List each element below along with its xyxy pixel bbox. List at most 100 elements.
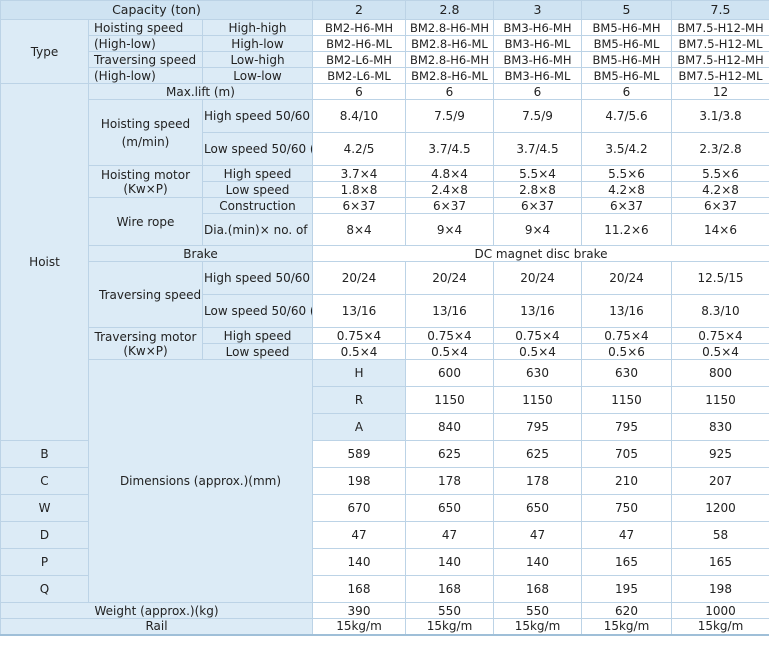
type-option-label: Low-high bbox=[202, 51, 313, 68]
dimension-row: Q 168 168 168 195 198 bbox=[0, 575, 769, 603]
rail-value: 15kg/m bbox=[581, 618, 672, 636]
hoisting-motor-high-row: Hoisting motor (Kw×P) High speed 3.7×4 4… bbox=[1, 165, 769, 198]
traversing-motor-low-row: Low speed 0.5×4 0.5×4 0.5×4 0.5×6 0.5×4 bbox=[1, 343, 769, 360]
dimension-value: 47 bbox=[581, 521, 672, 549]
hoisting-motor-unit: (Kw×P) bbox=[123, 181, 168, 196]
dimensions-label: Dimensions (approx.)(mm) bbox=[88, 359, 313, 603]
traversing-motor-label: Traversing motor (Kw×P) bbox=[88, 327, 203, 360]
type-row: (High-low) Low-low BM2-L6-ML BM2.8-H6-ML… bbox=[1, 67, 769, 84]
dimension-key: W bbox=[0, 494, 89, 522]
hoisting-speed-type-sub: (High-low) bbox=[88, 35, 203, 52]
rail-value: 15kg/m bbox=[671, 618, 769, 636]
hoisting-motor-value: 5.5×6 bbox=[671, 165, 769, 182]
dimension-key: Q bbox=[0, 575, 89, 603]
dimension-value: 650 bbox=[405, 494, 494, 522]
dia-label: Dia.(min)× no. of ropes bbox=[202, 213, 313, 246]
traversing-motor-value: 0.5×4 bbox=[405, 343, 494, 360]
type-row: Traversing speed Low-high BM2-L6-MH BM2.… bbox=[1, 51, 769, 68]
capacity-value: 7.5 bbox=[671, 0, 769, 20]
dia-value: 8×4 bbox=[312, 213, 406, 246]
type-option-label: Low-low bbox=[202, 67, 313, 84]
model-code: BM3-H6-ML bbox=[493, 67, 582, 84]
rail-label: Rail bbox=[0, 618, 313, 636]
type-row: Type Hoisting speed High-high BM2-H6-MH … bbox=[0, 19, 769, 84]
dimension-value: 925 bbox=[671, 440, 769, 468]
dimension-value: 1150 bbox=[493, 386, 582, 414]
dimension-value: 140 bbox=[493, 548, 582, 576]
dimension-row: W 670 650 650 750 1200 bbox=[0, 494, 769, 522]
model-code: BM5-H6-MH bbox=[581, 51, 672, 68]
max-lift-value: 6 bbox=[405, 83, 494, 100]
traversing-speed-value: 13/16 bbox=[493, 294, 582, 328]
traversing-speed-type-sub: (High-low) bbox=[88, 67, 203, 84]
hoisting-speed-value: 3.5/4.2 bbox=[581, 132, 672, 166]
hoisting-motor-high-label: High speed bbox=[202, 165, 313, 182]
hoisting-speed-type-label: Hoisting speed bbox=[88, 19, 203, 36]
dimension-key: P bbox=[0, 548, 89, 576]
dimension-key: H bbox=[312, 359, 406, 387]
hoisting-speed-value: 7.5/9 bbox=[493, 99, 582, 133]
dimension-value: 198 bbox=[671, 575, 769, 603]
dimension-value: 625 bbox=[405, 440, 494, 468]
dimension-value: 140 bbox=[312, 548, 406, 576]
dimension-value: 210 bbox=[581, 467, 672, 495]
max-lift-value: 6 bbox=[493, 83, 582, 100]
dimension-value: 140 bbox=[405, 548, 494, 576]
traversing-speed-high-label: High speed 50/60 (Hz) bbox=[202, 261, 313, 295]
hoisting-motor-label: Hoisting motor (Kw×P) bbox=[88, 165, 203, 198]
traversing-motor-value: 0.75×4 bbox=[671, 327, 769, 344]
dimension-value: 670 bbox=[312, 494, 406, 522]
dimension-row: A 840 795 795 830 878 bbox=[1, 413, 769, 441]
traversing-speed-value: 20/24 bbox=[581, 261, 672, 295]
max-lift-value: 6 bbox=[581, 83, 672, 100]
dimension-value: 1150 bbox=[671, 386, 769, 414]
traversing-motor-value: 0.75×4 bbox=[405, 327, 494, 344]
traversing-motor-value: 0.5×6 bbox=[581, 343, 672, 360]
dimension-value: 630 bbox=[581, 359, 672, 387]
dimension-row: P 140 140 140 165 165 bbox=[0, 548, 769, 576]
construction-value: 6×37 bbox=[405, 197, 494, 214]
weight-row: Weight (approx.)(kg) 390 550 550 620 100… bbox=[0, 602, 769, 619]
hoisting-motor-value: 5.5×6 bbox=[581, 165, 672, 182]
dimension-value: 178 bbox=[493, 467, 582, 495]
max-lift-row: Hoist Max.lift (m) 6 6 6 6 12 bbox=[0, 83, 769, 441]
dimension-value: 47 bbox=[493, 521, 582, 549]
traversing-speed-low-label: Low speed 50/60 (Hz) bbox=[202, 294, 313, 328]
hoisting-speed-title: Hoisting speed bbox=[100, 116, 191, 131]
spec-table: Capacity (ton) 2 2.8 3 5 7.5 Type Hoisti… bbox=[0, 0, 769, 636]
model-code: BM7.5-H12-ML bbox=[671, 35, 769, 52]
header-row: Capacity (ton) 2 2.8 3 5 7.5 bbox=[0, 0, 769, 20]
hoisting-motor-value: 4.8×4 bbox=[405, 165, 494, 182]
hoisting-speed-value: 4.2/5 bbox=[312, 132, 406, 166]
hoisting-speed-low-row: Low speed 50/60 (Hz) 4.2/5 3.7/4.5 3.7/4… bbox=[1, 132, 769, 166]
traversing-motor-value: 0.75×4 bbox=[312, 327, 406, 344]
dimension-value: 795 bbox=[581, 413, 672, 441]
dimension-value: 47 bbox=[312, 521, 406, 549]
dimension-value: 47 bbox=[405, 521, 494, 549]
traversing-motor-unit: (Kw×P) bbox=[123, 343, 168, 358]
traversing-speed-value: 13/16 bbox=[581, 294, 672, 328]
traversing-motor-value: 0.5×4 bbox=[493, 343, 582, 360]
dimension-value: 589 bbox=[312, 440, 406, 468]
hoisting-speed-high-row: Hoisting speed (m/min) High speed 50/60 … bbox=[1, 99, 769, 166]
traversing-motor-high-row: Traversing motor (Kw×P) High speed 0.75×… bbox=[1, 327, 769, 360]
dimension-value: 625 bbox=[493, 440, 582, 468]
traversing-speed-value: 13/16 bbox=[312, 294, 406, 328]
weight-label: Weight (approx.)(kg) bbox=[0, 602, 313, 619]
hoisting-motor-value: 1.8×8 bbox=[312, 181, 406, 198]
hoisting-speed-low-label: Low speed 50/60 (Hz) bbox=[202, 132, 313, 166]
model-code: BM2-L6-ML bbox=[312, 67, 406, 84]
weight-value: 620 bbox=[581, 602, 672, 619]
hoisting-speed-value: 2.3/2.8 bbox=[671, 132, 769, 166]
dimension-row: Dimensions (approx.)(mm) H 600 630 630 8… bbox=[1, 359, 769, 603]
dimension-key: D bbox=[0, 521, 89, 549]
hoisting-speed-high-label: High speed 50/60 (Hz) bbox=[202, 99, 313, 133]
capacity-label: Capacity (ton) bbox=[0, 0, 313, 20]
hoisting-motor-value: 3.7×4 bbox=[312, 165, 406, 182]
traversing-speed-value: 20/24 bbox=[405, 261, 494, 295]
traversing-speed-value: 8.3/10 bbox=[671, 294, 769, 328]
traversing-speed-value: 20/24 bbox=[493, 261, 582, 295]
dimension-value: 750 bbox=[581, 494, 672, 522]
dimension-value: 830 bbox=[671, 413, 769, 441]
dimension-value: 1200 bbox=[671, 494, 769, 522]
